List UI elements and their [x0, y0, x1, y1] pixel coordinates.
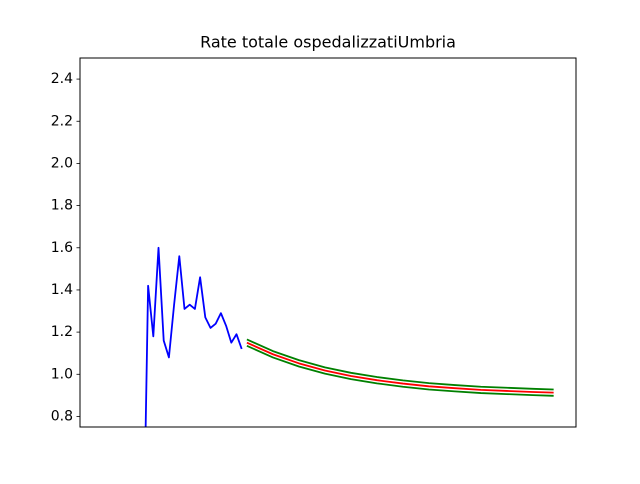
- chart-title: Rate totale ospedalizzatiUmbria: [200, 33, 456, 52]
- y-tick-label: 0.8: [51, 408, 73, 424]
- line-series: [144, 246, 243, 427]
- y-tick-label: 1.6: [51, 240, 73, 256]
- axes-frame: [79, 57, 577, 428]
- y-tick-label: 2.2: [51, 113, 73, 129]
- y-tick-label: 1.4: [51, 282, 73, 298]
- y-tick-label: 1.0: [51, 366, 73, 382]
- line-series: [246, 344, 554, 397]
- y-tick-label: 1.8: [51, 198, 73, 214]
- y-tick-label: 2.0: [51, 155, 73, 171]
- plot-area: [144, 246, 554, 427]
- y-tick-label: 1.2: [51, 324, 73, 340]
- y-tick-label: 2.4: [51, 71, 73, 87]
- line-series: [246, 338, 554, 391]
- line-series: [246, 341, 554, 394]
